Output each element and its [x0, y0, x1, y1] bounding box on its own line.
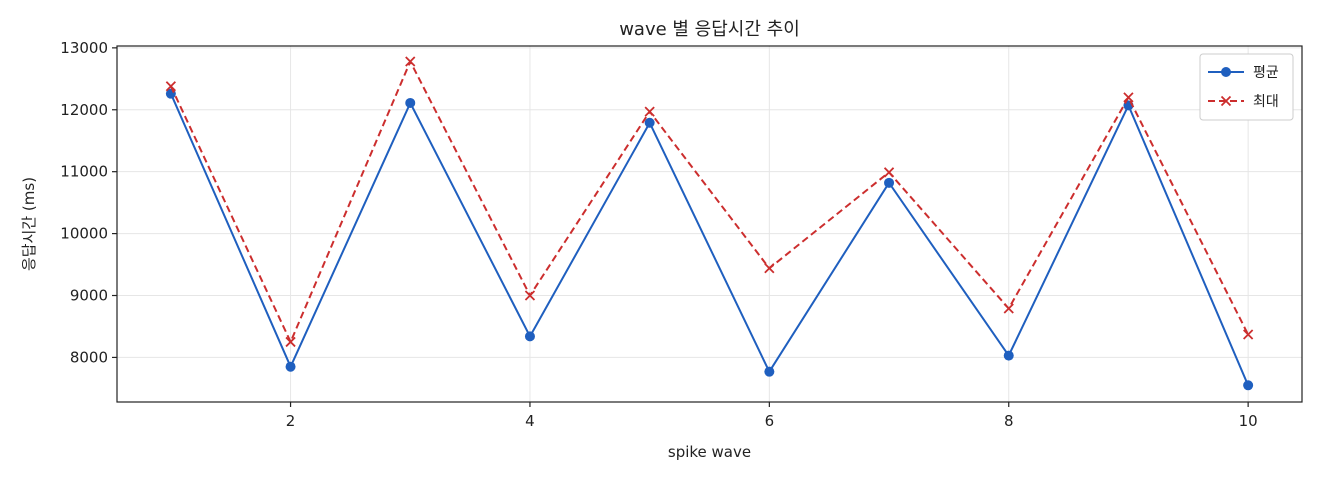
data-point [285, 336, 296, 348]
data-point [644, 117, 655, 128]
series-layer [165, 56, 1254, 391]
data-point [1243, 329, 1254, 340]
y-tick-label: 11000 [60, 163, 108, 181]
axis-ticks: 8000 9000 10000 11000 12000 13000 2 4 6 8 10 [60, 39, 1257, 430]
grid-lines [117, 46, 1302, 402]
legend-item-1: 평균 [1208, 65, 1279, 81]
series-2 [165, 56, 1254, 348]
legend-box [1199, 53, 1294, 121]
legend-label: 평균 [1253, 65, 1279, 81]
data-point [524, 290, 536, 301]
y-tick-label: 9000 [70, 287, 108, 305]
data-point [285, 361, 296, 372]
y-tick-label: 8000 [70, 348, 108, 366]
plot-frame [116, 45, 1303, 403]
data-point [1003, 350, 1014, 361]
chart-title: wave 별 응답시간 추이 [619, 19, 800, 40]
x-tick-label: 6 [765, 412, 775, 430]
legend-marker [1221, 67, 1231, 77]
series-line [169, 60, 1249, 343]
y-tick-label: 12000 [60, 101, 108, 119]
legend-marker [1220, 95, 1232, 107]
data-point [764, 366, 775, 377]
data-point [1243, 380, 1254, 391]
y-tick-label: 13000 [60, 39, 108, 57]
series-line [169, 93, 1250, 386]
data-point [524, 331, 535, 342]
legend-label: 최대 [1253, 94, 1279, 110]
data-point [1123, 92, 1134, 103]
x-axis-label: spike wave [668, 443, 751, 461]
x-tick-label: 4 [525, 412, 535, 430]
x-tick-label: 8 [1004, 412, 1014, 430]
data-point [405, 56, 416, 67]
y-axis-label: 응답시간 (ms) [20, 177, 38, 271]
series-1 [165, 88, 1254, 391]
data-point [1003, 303, 1014, 314]
data-point [884, 177, 895, 188]
data-point [405, 97, 416, 108]
data-point [644, 106, 655, 117]
x-tick-label: 2 [286, 412, 296, 430]
data-point [764, 263, 775, 274]
y-tick-label: 10000 [60, 225, 108, 243]
x-tick-label: 10 [1239, 412, 1258, 430]
legend-item-2: 최대 [1208, 94, 1279, 110]
data-point [165, 81, 177, 92]
data-point [883, 167, 895, 178]
